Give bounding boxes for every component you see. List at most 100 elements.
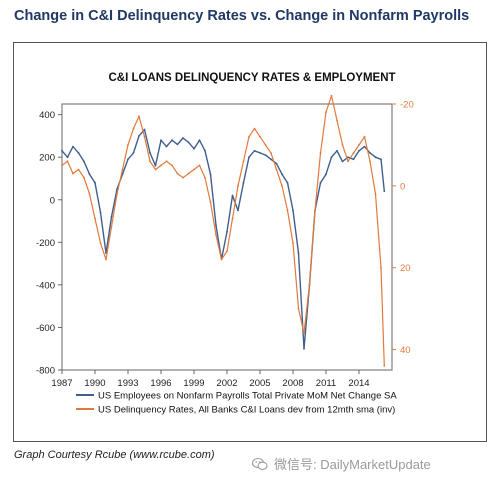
series-1-point xyxy=(270,158,272,161)
series-2-point xyxy=(281,184,283,187)
series-1-point xyxy=(209,173,212,176)
series-2-point xyxy=(286,209,289,212)
series-1-point xyxy=(193,147,195,150)
series-2-point xyxy=(204,176,206,179)
series-2-point xyxy=(303,332,305,335)
series-2-point xyxy=(215,234,217,236)
series-2-point xyxy=(83,176,85,179)
series-2-point xyxy=(209,201,212,204)
series-2-point xyxy=(264,144,267,146)
series-1-point xyxy=(341,160,344,163)
series-2-point xyxy=(72,172,74,175)
series-1-point xyxy=(77,152,80,154)
series-1-point xyxy=(336,149,338,152)
left-tick-label: -200 xyxy=(36,238,55,249)
left-tick-label: 400 xyxy=(39,110,55,121)
series-1-point xyxy=(127,158,129,161)
series-2-point xyxy=(341,144,344,146)
series-1-point xyxy=(281,173,283,176)
series-2-point xyxy=(61,164,63,167)
series-2-point xyxy=(94,217,96,220)
series-1-point xyxy=(292,209,294,212)
series-2-point xyxy=(105,258,107,261)
series-2-point xyxy=(242,160,245,163)
series-2-point xyxy=(220,258,223,261)
series-2-point xyxy=(308,283,311,285)
chart-frame: C&I LOANS DELINQUENCY RATES & EMPLOYMENT… xyxy=(13,42,487,442)
series-2-point xyxy=(352,152,355,154)
series-1-point xyxy=(259,152,261,154)
x-tick-label: 2002 xyxy=(216,378,237,389)
series-2-point xyxy=(66,160,69,163)
series-2-point xyxy=(226,250,228,253)
series-1-point xyxy=(110,215,113,218)
series-1-point xyxy=(160,139,162,142)
series-2-point xyxy=(336,119,338,122)
series-1-point xyxy=(231,194,234,197)
series-2-point xyxy=(138,115,140,118)
left-tick-label: -600 xyxy=(36,323,55,334)
left-tick-label: 200 xyxy=(39,153,55,164)
page-title: Change in C&I Delinquency Rates vs. Chan… xyxy=(14,8,470,24)
series-2-point xyxy=(165,160,168,163)
series-1-point xyxy=(264,154,267,156)
series-1-point xyxy=(176,143,179,146)
series-1-point xyxy=(149,152,151,154)
series-2-point xyxy=(143,135,146,138)
series-2-point xyxy=(297,307,300,310)
x-tick-label: 2005 xyxy=(249,378,270,389)
series-1-point xyxy=(248,156,250,159)
series-2-point xyxy=(330,94,333,97)
legend-label-2: US Delinquency Rates, All Banks C&I Loan… xyxy=(98,405,395,416)
series-1-point xyxy=(319,181,322,184)
series-1-point xyxy=(132,152,135,154)
series-2-point xyxy=(380,266,382,269)
series-2-point xyxy=(231,217,234,220)
series-2-point xyxy=(88,193,91,195)
series-2-point xyxy=(154,168,157,171)
series-2-point xyxy=(383,365,386,367)
series-1-point xyxy=(253,149,256,152)
series-2-point xyxy=(363,135,366,138)
series-2-point xyxy=(347,160,349,163)
series-1-point xyxy=(383,190,386,193)
series-1-point xyxy=(303,347,305,350)
series-2-point xyxy=(171,164,173,167)
series-1-point xyxy=(325,173,327,176)
series-1-point xyxy=(374,156,377,159)
right-axis-ticks: -20 0 20 40 xyxy=(392,100,414,356)
series-1-point xyxy=(226,230,228,233)
series-1-point xyxy=(138,135,140,137)
series-1-point xyxy=(94,181,96,184)
series-2-point xyxy=(374,193,377,195)
series-1-point xyxy=(380,158,382,161)
series-1-point xyxy=(242,181,245,184)
series-1-point xyxy=(171,139,173,142)
watermark-text: 微信号: DailyMarketUpdate xyxy=(274,457,431,472)
series-2-point xyxy=(248,135,250,138)
series-1-point xyxy=(187,141,190,144)
series-2-point xyxy=(358,144,360,146)
series-2-point xyxy=(259,135,261,138)
series-2-point xyxy=(77,168,80,171)
left-tick-label: -400 xyxy=(36,280,55,291)
x-tick-label: 1987 xyxy=(51,378,72,389)
series-2-point xyxy=(132,127,135,130)
x-tick-label: 2011 xyxy=(316,378,336,389)
series-2-point xyxy=(99,242,102,245)
series-2-point xyxy=(176,172,179,175)
series-2-point xyxy=(369,160,371,163)
series-1-point xyxy=(182,137,184,139)
series-2-point xyxy=(116,193,118,195)
series-1-point xyxy=(297,252,300,254)
series-2-point xyxy=(110,225,113,228)
series-1-point xyxy=(347,156,349,159)
series-1-point xyxy=(88,173,91,176)
series-2-point xyxy=(187,172,190,175)
series-2-point xyxy=(237,184,239,187)
series-1-point xyxy=(154,164,157,167)
x-axis-ticks: 1987 1990 1993 1996 1999 2002 2005 2008 2011 2014 xyxy=(51,370,370,389)
wechat-icon xyxy=(252,457,268,470)
series-2-point xyxy=(314,209,316,212)
series-line-1 xyxy=(61,128,385,350)
